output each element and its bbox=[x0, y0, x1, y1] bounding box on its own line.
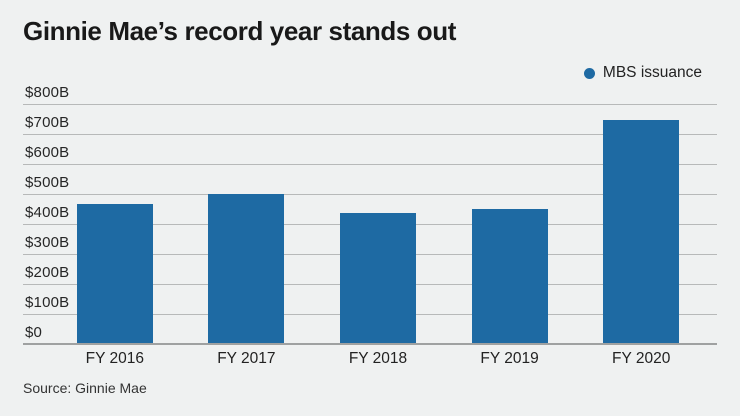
legend-marker-icon bbox=[583, 67, 595, 79]
x-axis-line bbox=[23, 343, 717, 345]
y-tick-label: $800B bbox=[25, 84, 70, 101]
x-tick-label: FY 2020 bbox=[612, 350, 671, 367]
y-tick-label: $200B bbox=[25, 264, 70, 281]
gridline bbox=[23, 164, 717, 165]
bar-fy-2019 bbox=[471, 208, 548, 345]
gridline bbox=[23, 104, 717, 105]
bar-slot bbox=[575, 105, 707, 345]
y-tick-label: $700B bbox=[25, 114, 70, 131]
x-axis-labels: FY 2016 FY 2017 FY 2018 FY 2019 FY 2020 bbox=[49, 350, 707, 368]
y-tick-label: $100B bbox=[25, 294, 70, 311]
bar-slot bbox=[181, 105, 313, 345]
bar-slot bbox=[312, 105, 444, 345]
bar-slot bbox=[49, 105, 181, 345]
plot-area: $0 $100B $200B $300B $400B $500B $600B $700B $80… bbox=[23, 84, 717, 345]
x-tick-label: FY 2018 bbox=[348, 350, 408, 367]
legend: MBS issuance bbox=[583, 64, 702, 82]
y-tick-label: $600B bbox=[25, 144, 70, 161]
y-tick-label: $400B bbox=[25, 204, 70, 221]
gridline bbox=[23, 194, 717, 195]
bar-fy-2016 bbox=[76, 204, 153, 345]
x-tick-label: FY 2017 bbox=[217, 350, 276, 367]
bar-fy-2018 bbox=[339, 213, 416, 345]
y-tick-label: $300B bbox=[25, 234, 70, 251]
bar-fy-2020 bbox=[603, 120, 680, 345]
x-tick-label: FY 2016 bbox=[85, 350, 144, 367]
bar-slot bbox=[444, 105, 576, 345]
y-tick-label: $500B bbox=[25, 174, 70, 191]
chart-title: Ginnie Mae’s record year stands out bbox=[23, 16, 456, 46]
gridline bbox=[23, 134, 717, 135]
bar-series bbox=[49, 105, 707, 345]
bar-fy-2017 bbox=[208, 193, 285, 345]
source-note: Source: Ginnie Mae bbox=[23, 380, 147, 396]
y-tick-label: $0 bbox=[25, 324, 43, 341]
x-tick-label: FY 2019 bbox=[480, 350, 539, 367]
legend-label: MBS issuance bbox=[602, 64, 702, 81]
